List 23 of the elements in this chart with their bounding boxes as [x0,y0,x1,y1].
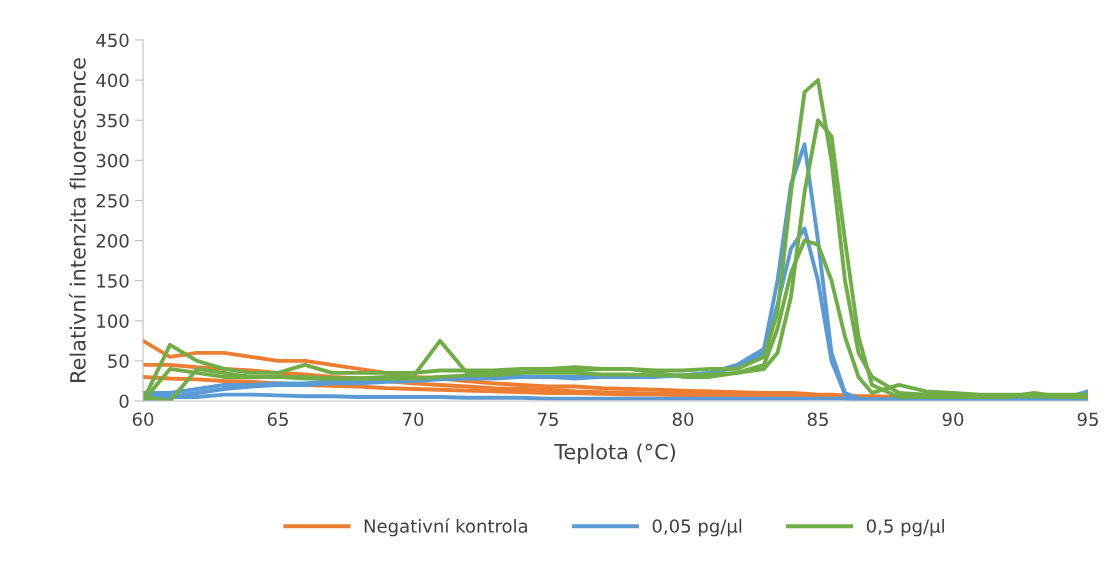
x-tick-label: 85 [807,412,828,427]
x-tick-label: 75 [537,412,558,427]
y-tick-label: 300 [96,153,129,168]
y-axis-title: Relativní intenzita fluorescence [68,58,86,382]
x-tick-label: 95 [1077,412,1098,427]
y-tick-label: 200 [96,234,129,248]
legend-label: 0,5 pg/µl [866,518,944,537]
x-tick-label: 70 [402,412,424,427]
x-axis-title: Teplota (°C) [554,443,675,464]
y-tick-label: 100 [97,314,129,328]
y-tick-label: 0 [119,394,129,409]
y-tick-label: 400 [96,73,129,88]
y-tick-label: 350 [96,113,129,128]
legend-label: Negativní kontrola [364,518,528,537]
x-tick-label: 65 [267,412,288,427]
x-tick-label: 80 [672,412,694,427]
x-tick-label: 60 [132,412,154,427]
y-tick-label: 50 [108,354,129,369]
y-tick-label: 450 [96,33,129,48]
legend-label: 0,05 pg/µl [652,518,742,537]
y-tick-label: 250 [96,193,129,208]
x-tick-label: 90 [942,412,964,427]
y-tick-label: 150 [97,274,129,288]
